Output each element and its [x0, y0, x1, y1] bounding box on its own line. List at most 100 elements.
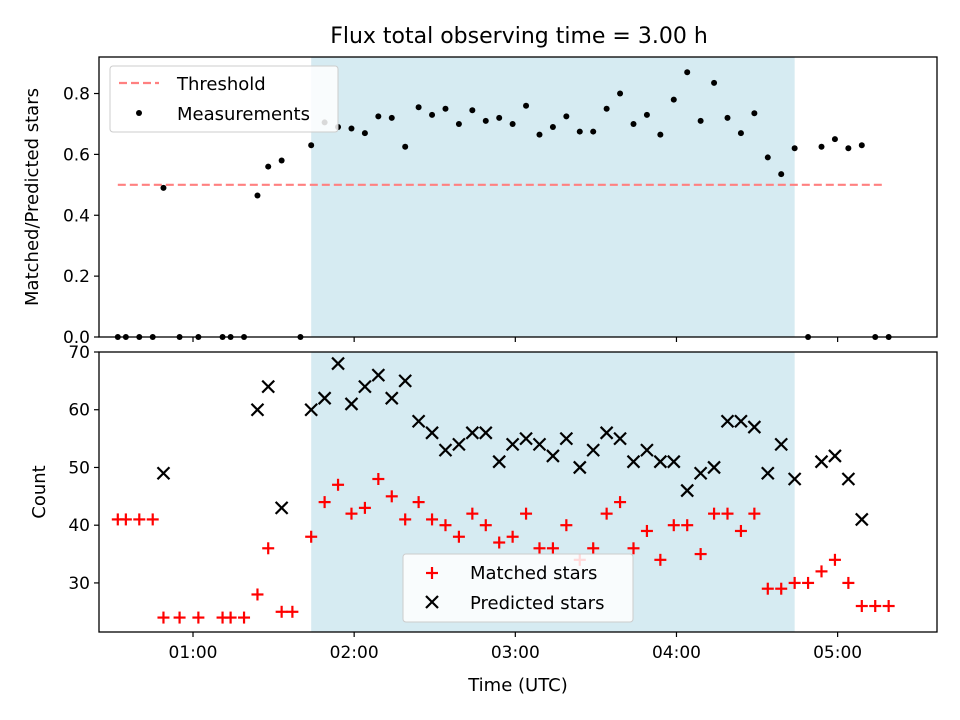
- matched-star-point: [815, 565, 828, 578]
- measurement-point: [684, 69, 691, 76]
- matched-star-point: [466, 507, 479, 520]
- predicted-star-point: [304, 402, 318, 417]
- y-tick-label: 30: [68, 574, 90, 594]
- ratio-panel-legend: Threshold Measurements: [109, 65, 339, 133]
- measurement-point: [415, 104, 422, 111]
- count-panel-xlabel: Time (UTC): [467, 675, 568, 696]
- measurement-point: [737, 130, 744, 137]
- y-tick-label: 0.6: [63, 145, 90, 165]
- matched-star-point: [681, 519, 694, 532]
- observing-window-band: [311, 57, 795, 337]
- measurement-point: [818, 143, 825, 150]
- y-tick-label: 60: [68, 401, 90, 421]
- predicted-star-point: [855, 512, 869, 527]
- y-tick-label: 0.0: [63, 328, 90, 348]
- matched-star-point: [640, 524, 653, 537]
- matched-star-point: [479, 519, 492, 532]
- measurement-point: [278, 157, 285, 164]
- measurement-point: [482, 117, 489, 124]
- ratio-panel-frame: [98, 56, 938, 338]
- predicted-star-point: [828, 449, 842, 463]
- y-tick-label: 40: [68, 516, 90, 536]
- matched-star-point: [828, 553, 841, 566]
- predicted-star-point: [546, 449, 560, 463]
- matched-star-point: [238, 611, 251, 624]
- matched-star-point: [802, 576, 815, 589]
- ratio-panel-marks: [114, 69, 892, 340]
- x-tick-label: 02:00: [330, 643, 379, 663]
- measurement-point: [845, 145, 852, 152]
- legend-threshold-label: Threshold: [176, 74, 266, 95]
- matched-star-point: [439, 519, 452, 532]
- measurement-point: [724, 114, 731, 121]
- predicted-star-point: [734, 414, 748, 429]
- predicted-star-point: [344, 397, 359, 411]
- predicted-star-point: [274, 501, 289, 515]
- measurement-point: [375, 113, 382, 120]
- matched-star-point: [399, 513, 412, 526]
- count-panel-legend: Matched stars Predicted stars: [402, 553, 634, 623]
- matched-star-point: [146, 513, 159, 526]
- measurement-point: [831, 136, 838, 143]
- measurement-point: [496, 114, 503, 121]
- matched-star-point: [667, 519, 680, 532]
- y-tick-label: 70: [68, 343, 90, 363]
- matched-star-point: [262, 542, 275, 555]
- matched-star-point: [627, 542, 640, 555]
- y-tick-label: 0.8: [63, 85, 90, 105]
- predicted-star-point: [586, 443, 600, 457]
- matched-star-point: [372, 473, 385, 486]
- matched-star-point: [251, 588, 264, 601]
- measurement-point: [670, 96, 677, 103]
- predicted-star-point: [599, 426, 614, 440]
- matched-star-point: [842, 576, 855, 589]
- predicted-star-point: [452, 437, 466, 452]
- matched-star-point: [533, 542, 546, 555]
- predicted-star-point: [331, 356, 345, 371]
- matched-star-point: [775, 582, 788, 595]
- predicted-star-point: [787, 472, 802, 486]
- matched-star-point: [173, 611, 186, 624]
- matched-star-point: [614, 496, 627, 509]
- matched-star-point: [587, 542, 600, 555]
- matched-star-point: [546, 542, 559, 555]
- measurement-point: [617, 90, 624, 97]
- measurement-point: [603, 105, 610, 112]
- measurement-point: [308, 142, 315, 149]
- predicted-star-point: [774, 437, 788, 452]
- x-tick-label: 05:00: [813, 643, 862, 663]
- matched-star-point: [133, 513, 146, 526]
- matched-star-point: [761, 582, 774, 595]
- measurement-point: [576, 128, 583, 135]
- matched-star-point: [385, 490, 398, 503]
- matched-star-point: [748, 507, 761, 520]
- measurement-point: [469, 107, 476, 114]
- predicted-star-point: [425, 426, 439, 440]
- predicted-star-point: [465, 426, 480, 440]
- measurement-point: [348, 125, 355, 132]
- legend-predicted-swatch: [425, 595, 439, 609]
- matched-star-point: [734, 524, 747, 537]
- measurement-point: [361, 130, 368, 137]
- predicted-star-point: [747, 420, 762, 434]
- count-panel-frame: [98, 351, 938, 633]
- matched-star-point: [224, 611, 237, 624]
- predicted-star-point: [411, 414, 426, 429]
- legend-matched-label: Matched stars: [470, 563, 597, 584]
- predicted-star-point: [667, 454, 681, 469]
- matched-star-point: [452, 530, 465, 543]
- matched-star-point: [358, 501, 371, 514]
- predicted-star-point: [492, 454, 506, 469]
- measurement-point: [254, 192, 261, 199]
- measurement-point: [791, 145, 798, 152]
- measurement-point: [643, 111, 650, 118]
- matched-star-point: [600, 507, 613, 520]
- measurement-point: [563, 113, 570, 120]
- measurement-point: [523, 102, 530, 109]
- measurement-point: [751, 110, 758, 117]
- ratio-panel-ticks: 0.0 0.2 0.4 0.6 0.8: [63, 85, 839, 348]
- legend-box: [109, 65, 339, 133]
- legend-predicted-label: Predicted stars: [470, 593, 604, 614]
- matched-star-point: [119, 513, 132, 526]
- ratio-panel-observing-window: [311, 57, 795, 337]
